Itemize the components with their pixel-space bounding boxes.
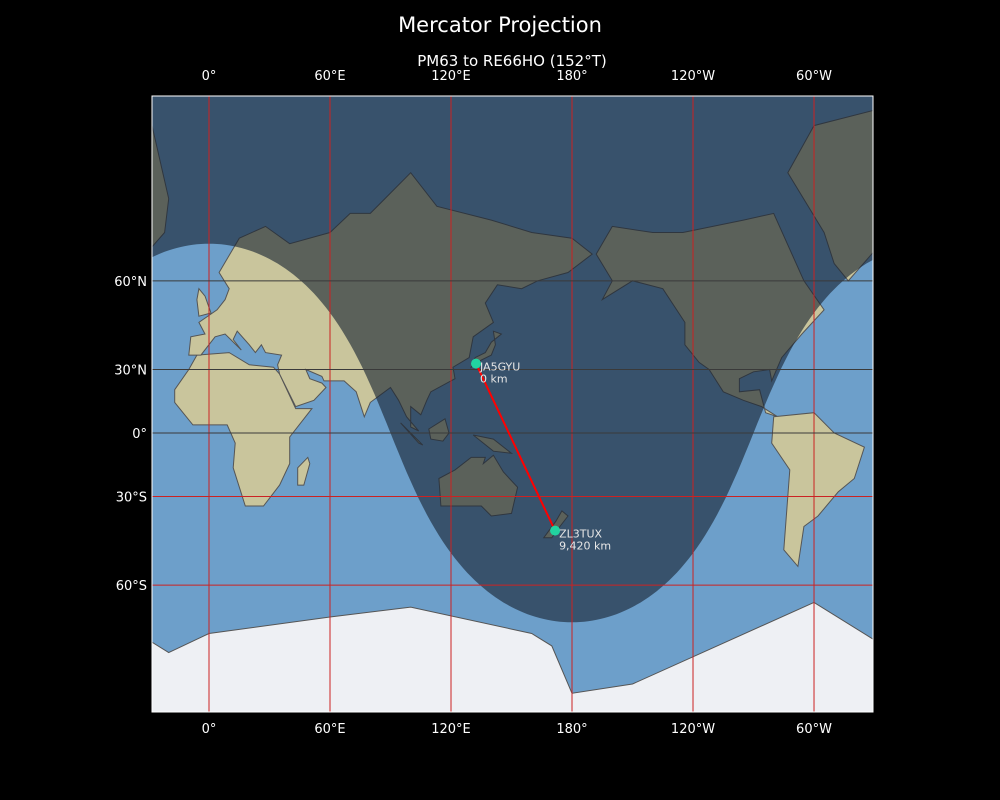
map-subtitle: PM63 to RE66HO (152°T)	[417, 52, 607, 70]
x-tick-label-top: 120°W	[671, 69, 715, 84]
x-tick-label-top: 60°E	[314, 69, 345, 84]
x-tick-label-bottom: 180°	[556, 722, 587, 737]
x-tick-label-top: 180°	[556, 69, 587, 84]
x-tick-label-bottom: 60°E	[314, 722, 345, 737]
station-call: ZL3TUX	[559, 528, 602, 541]
y-tick-label: 0°	[132, 427, 147, 442]
land-north-america	[0, 213, 98, 416]
land-antarctica	[571, 601, 873, 712]
land-uk	[923, 289, 937, 317]
land-madagascar	[297, 456, 311, 486]
x-tick-label-bottom: 120°E	[431, 722, 471, 737]
station-marker	[550, 525, 561, 536]
map-title: Mercator Projection	[398, 13, 602, 37]
y-tick-label: 30°S	[116, 490, 147, 505]
y-tick-label: 30°N	[114, 364, 147, 379]
land-eurasia	[915, 173, 1000, 431]
land-africa	[901, 353, 1000, 506]
x-tick-label-top: 60°W	[796, 69, 832, 84]
x-tick-label-top: 0°	[202, 69, 217, 84]
station-distance: 0 km	[480, 373, 508, 386]
x-tick-label-bottom: 60°W	[796, 722, 832, 737]
station-marker	[471, 358, 482, 369]
gridlines	[152, 96, 873, 712]
y-tick-label: 60°S	[116, 579, 147, 594]
x-tick-label-bottom: 0°	[202, 722, 217, 737]
y-tick-label: 60°N	[114, 275, 147, 290]
axis-ticks: 0° 0° 60°E 60°E 120°E 120°E 180° 180° 120°W 120°W…	[114, 69, 832, 737]
great-circle-path	[475, 363, 556, 532]
map-frame	[151, 95, 874, 713]
station-distance: 9,420 km	[559, 540, 611, 553]
station-call: JA5GYU	[479, 361, 520, 374]
land-antarctica	[152, 606, 573, 712]
x-tick-label-top: 120°E	[431, 69, 471, 84]
x-tick-label-bottom: 120°W	[671, 722, 715, 737]
